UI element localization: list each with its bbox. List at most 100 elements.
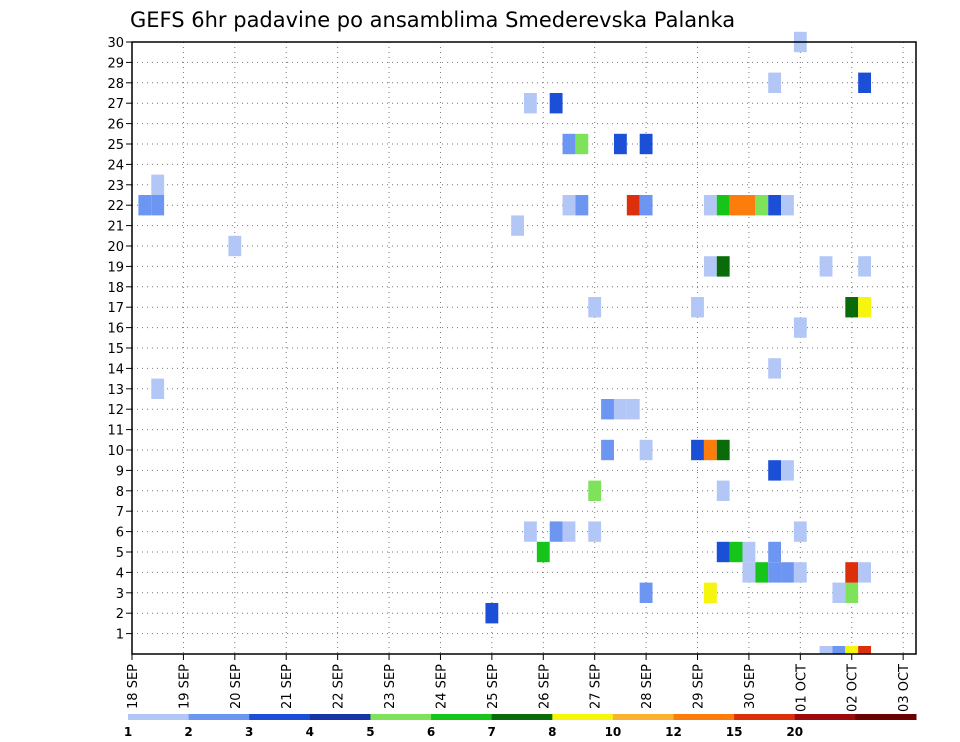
precip-cell — [613, 399, 627, 420]
precip-cell — [524, 93, 537, 114]
y-tick-label: 28 — [107, 77, 124, 92]
precip-cell — [819, 256, 833, 277]
legend-swatch — [794, 714, 856, 720]
y-tick-label: 7 — [116, 505, 124, 520]
y-tick-label: 18 — [107, 281, 124, 296]
precip-cell — [703, 582, 717, 603]
precip-cell — [228, 235, 242, 257]
precip-cell — [588, 297, 602, 318]
precip-cell — [562, 133, 576, 155]
x-tick-label: 28 SEP — [640, 664, 655, 709]
precip-cell — [703, 195, 717, 216]
y-tick-label: 24 — [107, 158, 124, 173]
precip-cell — [626, 195, 640, 216]
y-tick-label: 22 — [107, 199, 124, 214]
precip-cell — [845, 582, 859, 603]
legend-label: 5 — [366, 725, 374, 739]
precip-cell — [768, 541, 782, 563]
precip-cell — [729, 195, 743, 216]
precip-cell — [858, 256, 872, 277]
x-axis-ticks: 18 SEP 19 SEP 20 SEP 21 SEP 22 SEP 23 SEP 24 S… — [126, 654, 912, 712]
y-tick-label: 5 — [116, 546, 124, 561]
y-tick-label: 2 — [116, 607, 124, 622]
precip-cell — [716, 541, 730, 563]
precip-cell — [793, 317, 807, 338]
precip-cell — [768, 562, 782, 583]
precip-cell — [151, 378, 165, 399]
precip-cell — [781, 195, 794, 216]
legend-swatch — [370, 714, 432, 720]
legend-swatch — [128, 714, 190, 720]
precip-cell — [691, 297, 704, 318]
precip-cell — [858, 297, 872, 318]
y-tick-label: 21 — [107, 220, 124, 235]
chart-title: GEFS 6hr padavine po ansamblima Smederev… — [130, 8, 735, 32]
legend-label: 8 — [548, 725, 556, 739]
precip-cell — [703, 256, 717, 277]
y-tick-label: 13 — [107, 383, 124, 398]
precip-cell — [755, 195, 769, 216]
precipitation-cells — [138, 31, 872, 654]
precip-cell — [716, 439, 730, 461]
legend-swatch — [673, 714, 735, 720]
precip-cell — [639, 195, 653, 216]
x-tick-label: 23 SEP — [383, 664, 398, 709]
precip-cell — [549, 521, 563, 542]
y-tick-label: 17 — [107, 301, 124, 316]
y-tick-label: 26 — [107, 118, 124, 133]
precip-cell — [845, 297, 859, 318]
x-tick-label: 20 SEP — [229, 664, 244, 709]
precip-cell — [549, 93, 563, 114]
precip-cell — [793, 562, 807, 583]
y-tick-label: 8 — [116, 485, 124, 500]
y-tick-label: 11 — [107, 424, 124, 439]
precip-cell — [151, 174, 165, 195]
precip-cell — [716, 256, 730, 277]
y-tick-label: 12 — [107, 403, 124, 418]
precip-cell — [845, 646, 859, 654]
legend-swatch — [431, 714, 493, 720]
x-tick-label: 01 OCT — [794, 664, 809, 712]
y-tick-label: 20 — [107, 240, 124, 255]
y-tick-label: 19 — [107, 260, 124, 275]
x-tick-label: 25 SEP — [486, 664, 501, 709]
precip-cell — [575, 195, 589, 216]
precip-cell — [742, 562, 756, 583]
legend-label: 20 — [786, 725, 803, 739]
precip-cell — [485, 603, 499, 624]
legend-swatch — [309, 714, 371, 720]
precip-cell — [511, 215, 524, 236]
legend-swatch — [855, 714, 917, 720]
color-legend: 1 2 3 4 5 6 7 8 10 12 15 20 — [124, 714, 917, 739]
precip-cell — [819, 646, 833, 654]
x-tick-label: 22 SEP — [332, 664, 347, 709]
y-tick-label: 15 — [107, 342, 124, 357]
precip-cell — [742, 541, 756, 563]
y-tick-label: 25 — [107, 138, 124, 153]
legend-swatch — [734, 714, 796, 720]
legend-swatch — [491, 714, 553, 720]
legend-swatch — [188, 714, 250, 720]
legend-swatch — [249, 714, 311, 720]
y-tick-label: 23 — [107, 179, 124, 194]
precip-cell — [755, 562, 769, 583]
x-tick-label: 26 SEP — [537, 664, 552, 709]
y-tick-label: 1 — [116, 628, 124, 643]
precip-cell — [613, 133, 627, 155]
precip-cell — [639, 133, 653, 155]
y-tick-label: 6 — [116, 526, 124, 541]
precip-cell — [151, 195, 165, 216]
precip-cell — [562, 521, 576, 542]
precip-cell — [716, 195, 730, 216]
x-tick-label: 24 SEP — [434, 664, 449, 709]
precip-cell — [768, 195, 782, 216]
y-tick-label: 27 — [107, 97, 124, 112]
y-tick-label: 9 — [116, 464, 124, 479]
x-tick-label: 30 SEP — [743, 664, 758, 709]
precip-cell — [601, 439, 614, 461]
y-tick-label: 30 — [107, 36, 124, 51]
precip-cell — [575, 133, 589, 155]
precip-cell — [588, 521, 602, 542]
y-tick-label: 29 — [107, 56, 124, 71]
